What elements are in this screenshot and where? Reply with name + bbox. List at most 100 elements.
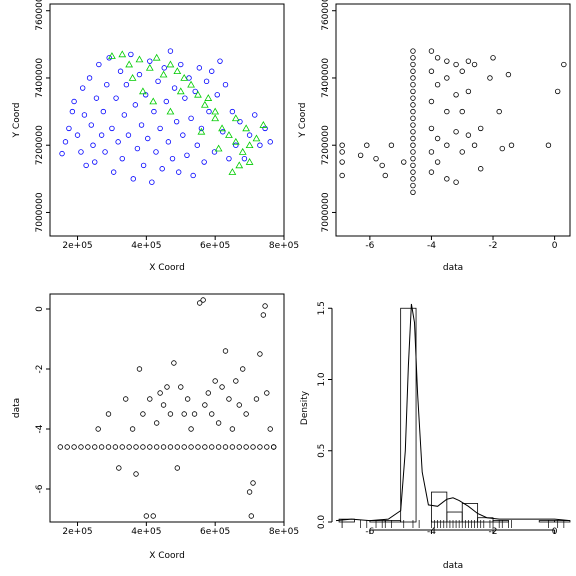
circle-point <box>339 159 345 165</box>
circle-point <box>202 444 208 450</box>
circle-point <box>98 132 105 138</box>
circle-point <box>78 149 84 155</box>
circle-point <box>410 115 416 122</box>
circle-point <box>140 411 146 417</box>
circle-point <box>453 61 459 68</box>
triangle-point <box>135 55 144 63</box>
circle-point <box>262 125 268 132</box>
circle-point <box>237 118 243 125</box>
circle-point <box>410 88 416 95</box>
circle-point <box>155 78 161 85</box>
panel4-x-axis-tick-label: -6 <box>365 527 374 537</box>
circle-point <box>267 139 273 145</box>
panel1-x-axis: 2e+05 4e+05 6e+05 8e+05 <box>62 236 299 251</box>
circle-point <box>490 55 496 61</box>
circle-point <box>444 58 450 64</box>
triangle-point <box>211 114 220 122</box>
circle-point <box>465 132 472 138</box>
panel1-x-axis-tick-label: 4e+05 <box>131 241 161 251</box>
triangle-point <box>176 87 185 95</box>
panel2-x-axis-tick-label: 0 <box>552 241 558 251</box>
triangle-point <box>259 121 268 128</box>
circle-point <box>410 95 416 101</box>
circle-point <box>339 142 345 148</box>
circle-point <box>167 444 174 450</box>
circle-point <box>69 108 76 115</box>
circle-point <box>217 58 223 64</box>
circle-point <box>373 155 379 162</box>
histogram-bar <box>446 511 463 523</box>
circle-point <box>196 300 203 306</box>
circle-point <box>136 71 143 78</box>
triangle-point <box>231 137 240 145</box>
circle-point <box>133 471 139 477</box>
circle-point <box>270 444 277 450</box>
panel1-y-axis-tick-label: 7400000 <box>35 58 45 98</box>
circle-point <box>229 444 236 450</box>
triangle-point <box>108 52 116 59</box>
circle-point <box>388 142 395 148</box>
triangle-point <box>145 63 154 71</box>
circle-point <box>434 55 441 61</box>
circle-point <box>200 297 206 303</box>
circle-point <box>150 513 156 519</box>
circle-point <box>104 81 110 88</box>
circle-point <box>175 169 182 175</box>
circle-point <box>203 78 210 85</box>
panel1-y-axis-tick-label: 7600000 <box>35 0 45 31</box>
circle-point <box>459 108 465 115</box>
panel4-y-label: Density <box>300 390 310 425</box>
circle-point <box>57 444 64 450</box>
circle-point <box>206 108 212 115</box>
panel2-frame <box>335 3 571 237</box>
circle-point <box>123 81 130 88</box>
circle-point <box>410 102 416 108</box>
circle-point <box>64 444 70 450</box>
panel3-x-axis-tick-label: 6e+05 <box>200 527 230 537</box>
panel2-x-axis: -6 -4 -2 0 <box>365 236 558 251</box>
triangle-point <box>204 94 213 101</box>
circle-point <box>153 444 160 450</box>
triangle-point <box>252 134 261 142</box>
circle-point <box>117 68 124 74</box>
circle-point <box>434 135 441 142</box>
circle-point <box>119 155 125 162</box>
panel3-points <box>57 297 277 519</box>
panel1-y-label: Y Coord <box>12 103 22 139</box>
circle-point <box>167 48 174 54</box>
circle-point <box>178 61 184 68</box>
triangle-point <box>238 147 247 155</box>
circle-point <box>214 92 220 98</box>
circle-point <box>545 142 552 148</box>
circle-point <box>209 68 215 74</box>
triangle-point <box>245 158 254 165</box>
circle-point <box>428 125 435 132</box>
circle-point <box>410 61 416 68</box>
panel2-x-axis-tick-label: -2 <box>489 241 498 251</box>
circle-point <box>410 68 416 74</box>
circle-point <box>182 95 188 101</box>
circle-point <box>478 166 484 172</box>
circle-point <box>499 145 505 152</box>
circle-point <box>173 118 180 125</box>
triangle-point <box>139 87 147 95</box>
triangle-point <box>128 73 137 81</box>
circle-point <box>129 426 136 432</box>
circle-point <box>169 155 176 162</box>
circle-point <box>410 108 416 115</box>
circle-point <box>250 480 256 486</box>
circle-point <box>226 396 232 402</box>
panel4-x-axis: -6 -4 -2 0 <box>365 527 557 537</box>
circle-point <box>81 112 88 118</box>
triangle-point <box>180 73 189 81</box>
panel3-frame <box>49 293 285 523</box>
circle-point <box>410 162 416 169</box>
circle-point <box>140 444 146 450</box>
circle-point <box>215 420 222 426</box>
histogram-bar <box>461 503 479 523</box>
circle-point <box>202 402 208 408</box>
circle-point <box>163 98 170 105</box>
circle-point <box>220 129 226 135</box>
circle-point <box>252 112 258 118</box>
triangle-point <box>173 67 182 75</box>
